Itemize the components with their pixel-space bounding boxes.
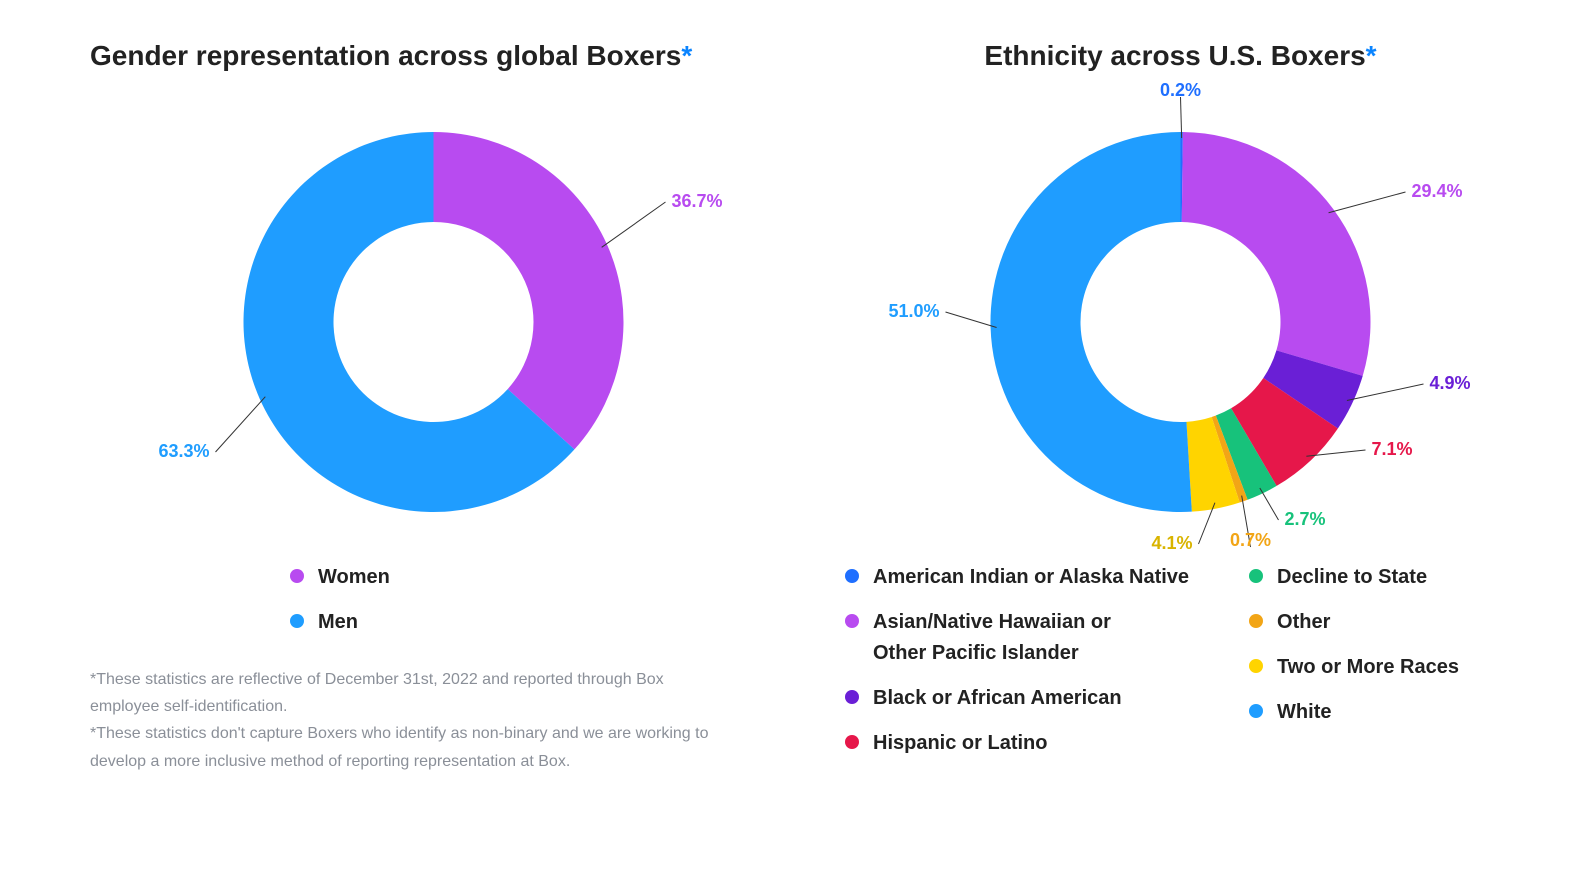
slice-value-label: 4.9% xyxy=(1430,373,1471,393)
slice-value-label: 0.2% xyxy=(1160,82,1201,100)
legend-label: Men xyxy=(318,607,358,638)
legend-item: White xyxy=(1249,697,1459,728)
gender-donut-chart: 36.7% 63.3% xyxy=(90,82,777,562)
legend-label: Black or African American xyxy=(873,683,1122,714)
legend-label: White xyxy=(1277,697,1331,728)
legend-swatch-icon xyxy=(845,614,859,628)
asterisk-icon: * xyxy=(681,40,692,71)
footnote-line: *These statistics don't capture Boxers w… xyxy=(90,720,730,774)
slice-value-label: 0.7% xyxy=(1230,530,1271,550)
legend-label: Asian/Native Hawaiian orOther Pacific Is… xyxy=(873,607,1111,669)
legend-item: Hispanic or Latino xyxy=(845,728,1189,759)
legend-swatch-icon xyxy=(290,614,304,628)
slice-value-label: 63.3% xyxy=(158,441,209,461)
legend-item: Black or African American xyxy=(845,683,1189,714)
legend-item: Decline to State xyxy=(1249,562,1459,593)
leader-line xyxy=(1181,97,1182,138)
leader-line xyxy=(946,312,997,327)
charts-container: Gender representation across global Boxe… xyxy=(0,0,1584,890)
legend-item: Women xyxy=(290,562,390,593)
legend-label: Two or More Races xyxy=(1277,652,1459,683)
legend-swatch-icon xyxy=(1249,704,1263,718)
legend-label: Decline to State xyxy=(1277,562,1427,593)
ethnicity-legend: American Indian or Alaska Native Asian/Na… xyxy=(837,562,1524,759)
footnote-line: *These statistics are reflective of Dece… xyxy=(90,666,730,720)
legend-item: Two or More Races xyxy=(1249,652,1459,683)
donut-slice xyxy=(1182,132,1371,376)
legend-item: Men xyxy=(290,607,390,638)
legend-swatch-icon xyxy=(1249,614,1263,628)
gender-panel: Gender representation across global Boxe… xyxy=(90,40,807,860)
slice-value-label: 36.7% xyxy=(672,191,723,211)
legend-item: Asian/Native Hawaiian orOther Pacific Is… xyxy=(845,607,1189,669)
slice-value-label: 7.1% xyxy=(1372,439,1413,459)
footnotes: *These statistics are reflective of Dece… xyxy=(90,666,730,775)
leader-line xyxy=(1260,488,1279,520)
asterisk-icon: * xyxy=(1366,40,1377,71)
gender-chart-title-text: Gender representation across global Boxe… xyxy=(90,40,681,71)
legend-swatch-icon xyxy=(1249,659,1263,673)
ethnicity-chart-title: Ethnicity across U.S. Boxers* xyxy=(837,40,1524,72)
ethnicity-panel: Ethnicity across U.S. Boxers* 0.2% 29.4% 4… xyxy=(807,40,1524,860)
slice-value-label: 4.1% xyxy=(1151,533,1192,553)
gender-chart-title: Gender representation across global Boxe… xyxy=(90,40,777,72)
slice-value-label: 51.0% xyxy=(888,301,939,321)
slice-value-label: 2.7% xyxy=(1285,509,1326,529)
legend-swatch-icon xyxy=(845,735,859,749)
donut-slice xyxy=(434,132,624,449)
legend-swatch-icon xyxy=(845,569,859,583)
legend-label: Hispanic or Latino xyxy=(873,728,1047,759)
legend-label: Women xyxy=(318,562,390,593)
leader-line xyxy=(602,202,666,247)
legend-item: American Indian or Alaska Native xyxy=(845,562,1189,593)
donut-svg: 36.7% 63.3% xyxy=(90,82,777,562)
legend-label: Other xyxy=(1277,607,1330,638)
legend-swatch-icon xyxy=(1249,569,1263,583)
legend-label: American Indian or Alaska Native xyxy=(873,562,1189,593)
ethnicity-donut-chart: 0.2% 29.4% 4.9% 7.1% 2.7% 0.7% 4.1% 51.0% xyxy=(837,82,1524,562)
leader-line xyxy=(216,397,266,452)
donut-slice xyxy=(991,132,1192,512)
legend-swatch-icon xyxy=(845,690,859,704)
slice-value-label: 29.4% xyxy=(1412,181,1463,201)
donut-svg: 0.2% 29.4% 4.9% 7.1% 2.7% 0.7% 4.1% 51.0% xyxy=(837,82,1524,562)
ethnicity-chart-title-text: Ethnicity across U.S. Boxers xyxy=(984,40,1365,71)
legend-swatch-icon xyxy=(290,569,304,583)
gender-legend: Women Men xyxy=(90,562,777,638)
leader-line xyxy=(1329,192,1406,213)
legend-item: Other xyxy=(1249,607,1459,638)
